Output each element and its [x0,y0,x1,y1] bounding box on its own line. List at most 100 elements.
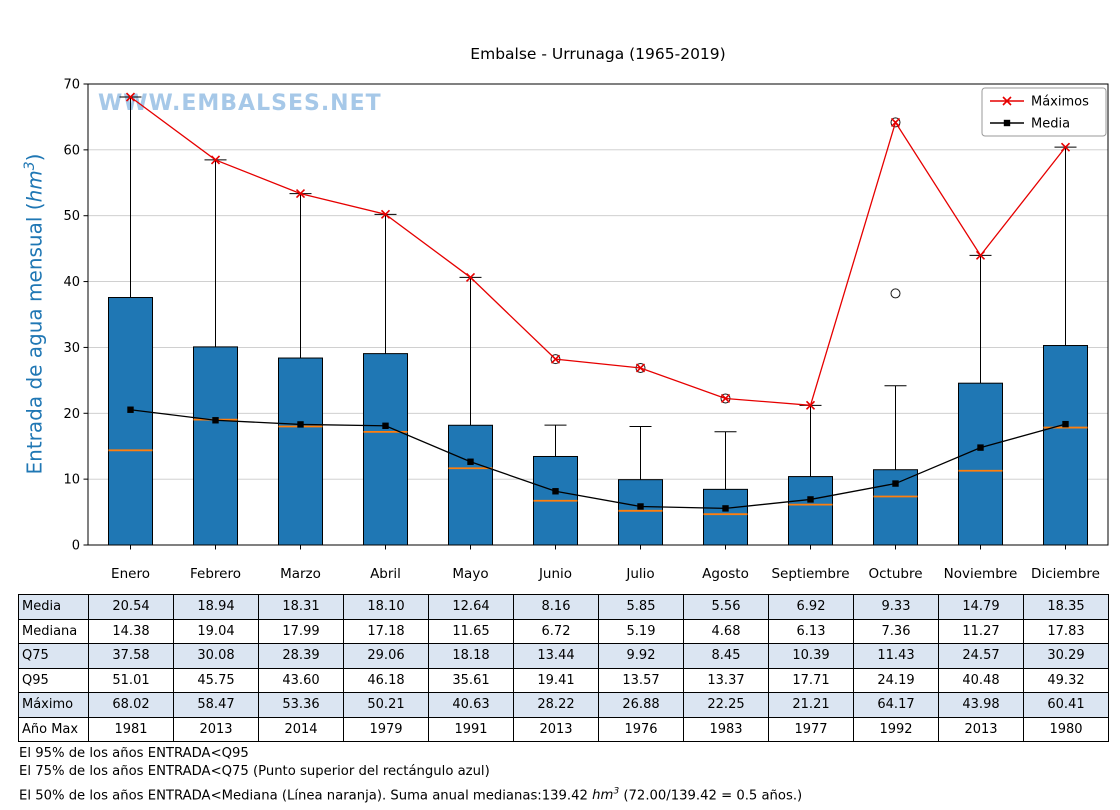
cell-media-febrero: 18.94 [173,594,259,620]
maximos-marker [1060,142,1071,152]
x-tick-label: Julio [625,566,654,582]
cell-q75-agosto: 8.45 [683,643,769,669]
cell-mediana-octubre: 7.36 [853,618,939,644]
cell-q75-enero: 37.58 [88,643,174,669]
cell-media-mayo: 12.64 [428,594,514,620]
box-8 [788,476,833,546]
media-marker [127,406,134,413]
cell-maximo-marzo: 53.36 [258,692,344,718]
y-axis-label-text: Entrada de agua mensual ( [22,202,47,475]
table-row-q75: Q75 37.58 30.08 28.39 29.06 18.18 13.44 9.92 8.4… [18,643,1109,669]
cell-ano_max-noviembre: 2013 [938,716,1024,742]
row-label-mediana: Mediana [18,618,89,644]
y-axis-unit-exponent: 3 [21,161,38,171]
x-tick-label: Mayo [452,566,488,582]
y-tick-label: 40 [63,275,80,290]
box-7 [703,488,748,546]
cell-mediana-abril: 17.18 [343,618,429,644]
media-marker [552,488,559,495]
x-tick-label: Junio [538,566,572,582]
y-tick-label: 20 [63,407,80,422]
x-tick-label: Enero [111,566,150,582]
y-axis-unit-text: hm [22,170,47,203]
cell-q95-julio: 13.57 [598,667,684,693]
x-tick-label: Marzo [280,566,321,582]
cell-maximo-junio: 28.22 [513,692,599,718]
cell-ano_max-diciembre: 1980 [1023,716,1109,742]
cell-maximo-noviembre: 43.98 [938,692,1024,718]
cell-media-julio: 5.85 [598,594,684,620]
x-tick-label: Septiembre [771,566,849,582]
cell-q95-enero: 51.01 [88,667,174,693]
maximos-marker [550,354,561,364]
media-marker [1062,420,1069,428]
cell-maximo-mayo: 40.63 [428,692,514,718]
box-10 [958,382,1003,546]
maximos-marker [975,250,986,260]
cell-ano_max-agosto: 1983 [683,716,769,742]
row-label-q75: Q75 [18,643,89,669]
maximos-marker [295,189,306,199]
cell-ano_max-septiembre: 1977 [768,716,854,742]
box-11 [1043,345,1088,546]
maximos-marker [210,155,221,165]
footer-note-q95: El 95% de los años ENTRADA<Q95 [19,746,249,761]
cell-mediana-mayo: 11.65 [428,618,514,644]
maximos-marker [720,393,731,404]
y-tick-label: 30 [63,341,80,356]
cell-q95-febrero: 45.75 [173,667,259,693]
cell-q95-septiembre: 17.71 [768,667,854,693]
box-4 [448,424,493,546]
cell-mediana-febrero: 19.04 [173,618,259,644]
x-tick-label: Agosto [702,566,749,582]
cell-q75-mayo: 18.18 [428,643,514,669]
y-tick-label: 50 [63,209,80,224]
maximos-marker [465,272,476,282]
media-marker [807,496,814,503]
footer-unit-hm3: hm3 [592,786,620,804]
y-axis-unit: hm3 [21,161,47,203]
maximos-marker [125,92,136,102]
cell-mediana-enero: 14.38 [88,618,174,644]
cell-media-diciembre: 18.35 [1023,594,1109,620]
maximos-marker [380,209,391,219]
box-0 [108,297,153,546]
cell-mediana-julio: 5.19 [598,618,684,644]
cell-maximo-abril: 50.21 [343,692,429,718]
cell-maximo-julio: 26.88 [598,692,684,718]
row-label-q95: Q95 [18,667,89,693]
cell-media-noviembre: 14.79 [938,594,1024,620]
cell-ano_max-mayo: 1991 [428,716,514,742]
cell-maximo-agosto: 22.25 [683,692,769,718]
media-marker [892,480,899,487]
cell-ano_max-febrero: 2013 [173,716,259,742]
outlier-marker [890,288,901,299]
media-marker [297,421,304,428]
footer-note-mediana-tail: (72.00/139.42 = 0.5 años.) [619,788,803,804]
cell-mediana-agosto: 4.68 [683,618,769,644]
y-axis-label: Entrada de agua mensual (hm3) [22,154,47,475]
box-2 [278,357,323,546]
footer-unit-exponent: 3 [613,786,620,797]
cell-mediana-noviembre: 11.27 [938,618,1024,644]
cell-maximo-diciembre: 60.41 [1023,692,1109,718]
cell-media-septiembre: 6.92 [768,594,854,620]
box-6 [618,479,663,546]
cell-media-agosto: 5.56 [683,594,769,620]
footer-note-mediana: El 50% de los años ENTRADA<Mediana (Líne… [19,786,802,803]
cell-media-abril: 18.10 [343,594,429,620]
cell-mediana-marzo: 17.99 [258,618,344,644]
cell-q75-septiembre: 10.39 [768,643,854,669]
cell-maximo-febrero: 58.47 [173,692,259,718]
legend-media-label: Media [1031,117,1070,132]
maximos-marker [635,363,646,373]
cell-q95-agosto: 13.37 [683,667,769,693]
legend-maximos-label: Máximos [1031,95,1089,110]
cell-q75-febrero: 30.08 [173,643,259,669]
footer-unit-text: hm [592,788,614,804]
cell-q75-marzo: 28.39 [258,643,344,669]
media-marker [637,503,644,510]
media-line [130,409,1066,510]
cell-q75-abril: 29.06 [343,643,429,669]
